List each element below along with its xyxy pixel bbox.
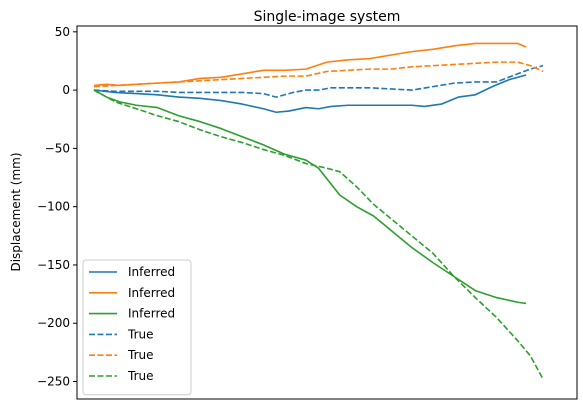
y-axis-label: Displacement (mm) <box>9 152 23 271</box>
y-axis-ticks: 50 0 −50 −100 −150 −200 −250 <box>37 25 77 389</box>
y-tick-label: −150 <box>37 258 70 272</box>
legend-label: True <box>127 327 154 341</box>
y-tick-label: 0 <box>62 83 70 97</box>
axes-frame <box>76 25 578 400</box>
series-line-6 <box>93 89 544 380</box>
y-tick-label: −100 <box>37 200 70 214</box>
y-tick-label: −50 <box>45 141 70 155</box>
plot-series-group <box>93 42 544 380</box>
y-tick-label: 50 <box>55 25 70 39</box>
series-line-1 <box>93 74 527 114</box>
y-tick-label: −200 <box>37 316 70 330</box>
y-tick-label: −250 <box>37 375 70 389</box>
legend-box <box>82 259 192 396</box>
legend-label: True <box>127 369 154 383</box>
legend-label: Inferred <box>128 265 175 279</box>
series-line-4 <box>93 64 544 98</box>
legend-label: True <box>127 348 154 362</box>
legend-label: Inferred <box>128 286 175 300</box>
legend-label: Inferred <box>128 307 175 321</box>
chart-title: Single-image system <box>254 9 401 25</box>
legend: Inferred Inferred Inferred True True True <box>82 259 192 396</box>
series-line-5 <box>93 61 544 88</box>
